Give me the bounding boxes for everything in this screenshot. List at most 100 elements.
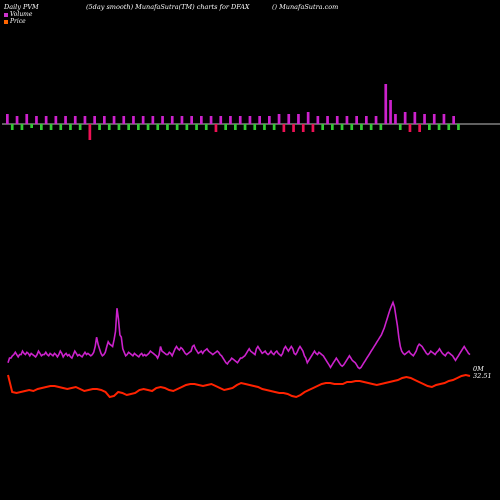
volume-bar <box>442 114 446 124</box>
volume-bar <box>224 124 227 130</box>
header-right: () MunafaSutra.com <box>272 3 339 11</box>
volume-bar <box>30 124 33 128</box>
volume-bar <box>25 114 29 124</box>
volume-bar <box>311 124 315 132</box>
volume-bar <box>243 124 247 130</box>
volume-bar <box>185 124 189 130</box>
volume-bar <box>335 116 339 124</box>
volume-bar <box>107 124 111 130</box>
price-end-label: 32.51 <box>473 372 492 380</box>
volume-bar <box>44 116 48 124</box>
volume-bar <box>272 124 276 130</box>
volume-bar <box>10 124 14 130</box>
volume-bar <box>360 124 363 130</box>
volume-bar <box>156 124 160 130</box>
volume-bar <box>35 116 38 124</box>
volume-bar <box>394 114 397 124</box>
volume-bar <box>457 124 460 130</box>
volume-bar <box>437 124 441 130</box>
volume-bar <box>170 116 174 124</box>
volume-bar <box>287 114 291 124</box>
volume-bar <box>93 116 96 124</box>
volume-bar <box>238 116 242 124</box>
volume-bar <box>204 124 208 130</box>
volume-bar <box>428 124 431 130</box>
volume-bar <box>355 116 358 124</box>
volume-bar <box>15 116 19 124</box>
legend-volume-swatch <box>4 12 8 17</box>
volume-bar <box>20 124 24 130</box>
volume-bar <box>88 124 92 140</box>
volume-bar <box>54 116 58 124</box>
volume-bar <box>166 124 169 130</box>
volume-bar <box>112 116 116 124</box>
volume-bar <box>73 116 77 124</box>
volume-bar <box>374 116 378 124</box>
volume-bar <box>175 124 179 130</box>
volume-bar <box>452 116 455 124</box>
volume-bar <box>408 124 412 132</box>
volume-bar <box>117 124 121 130</box>
volume-bar <box>398 124 402 130</box>
price-line <box>7 373 471 399</box>
volume-bar <box>6 114 9 124</box>
volume-bar <box>263 124 266 130</box>
volume-bar <box>180 116 184 124</box>
volume-bar <box>209 116 213 124</box>
volume-bar <box>64 116 67 124</box>
volume-bar <box>132 116 135 124</box>
volume-bar <box>190 116 193 124</box>
volume-bar <box>137 124 140 130</box>
volume-bar <box>122 116 126 124</box>
header-center: (5day smooth) MunafaSutra(TM) charts for… <box>86 3 250 11</box>
volume-bar <box>248 116 252 124</box>
legend-volume-label: Volume <box>10 11 33 18</box>
volume-bar <box>49 124 53 130</box>
volume-bar <box>234 124 237 130</box>
volume-bar <box>384 84 388 124</box>
legend-price: Price <box>4 18 26 25</box>
volume-bar <box>316 116 320 124</box>
volume-bar <box>447 124 451 130</box>
volume-bar <box>340 124 344 130</box>
volume-bar <box>326 116 329 124</box>
volume-bar <box>423 114 426 124</box>
volume-bar <box>432 114 436 124</box>
volume-line <box>7 300 471 370</box>
volume-bar <box>418 124 421 132</box>
volume-bar <box>195 124 198 130</box>
volume-bar <box>59 124 63 130</box>
volume-bar <box>127 124 130 130</box>
volume-bar <box>103 116 106 124</box>
volume-bar <box>151 116 155 124</box>
legend-volume: Volume <box>4 11 32 18</box>
volume-bar <box>350 124 354 130</box>
volume-bar <box>83 116 87 124</box>
volume-bar <box>98 124 101 130</box>
volume-bar <box>277 114 281 124</box>
volume-end-label: 0M <box>473 365 484 373</box>
volume-bar <box>78 124 82 130</box>
volume-bar <box>365 116 368 124</box>
volume-bar <box>413 112 417 124</box>
volume-bar <box>292 124 295 132</box>
volume-bars <box>6 84 460 140</box>
volume-bar <box>214 124 218 132</box>
header-left: Daily PVM <box>4 3 39 11</box>
volume-bar <box>403 112 407 124</box>
volume-bar <box>321 124 324 130</box>
volume-bar <box>379 124 383 130</box>
volume-bar <box>258 116 261 124</box>
volume-bar <box>297 114 300 124</box>
legend-price-swatch <box>4 19 8 24</box>
volume-bar <box>219 116 223 124</box>
volume-bar <box>40 124 43 130</box>
volume-bar <box>200 116 203 124</box>
volume-bar <box>306 112 310 124</box>
volume-bar <box>229 116 232 124</box>
volume-bar <box>253 124 257 130</box>
volume-bar <box>301 124 305 132</box>
volume-bar <box>389 100 392 124</box>
volume-bar <box>141 116 145 124</box>
